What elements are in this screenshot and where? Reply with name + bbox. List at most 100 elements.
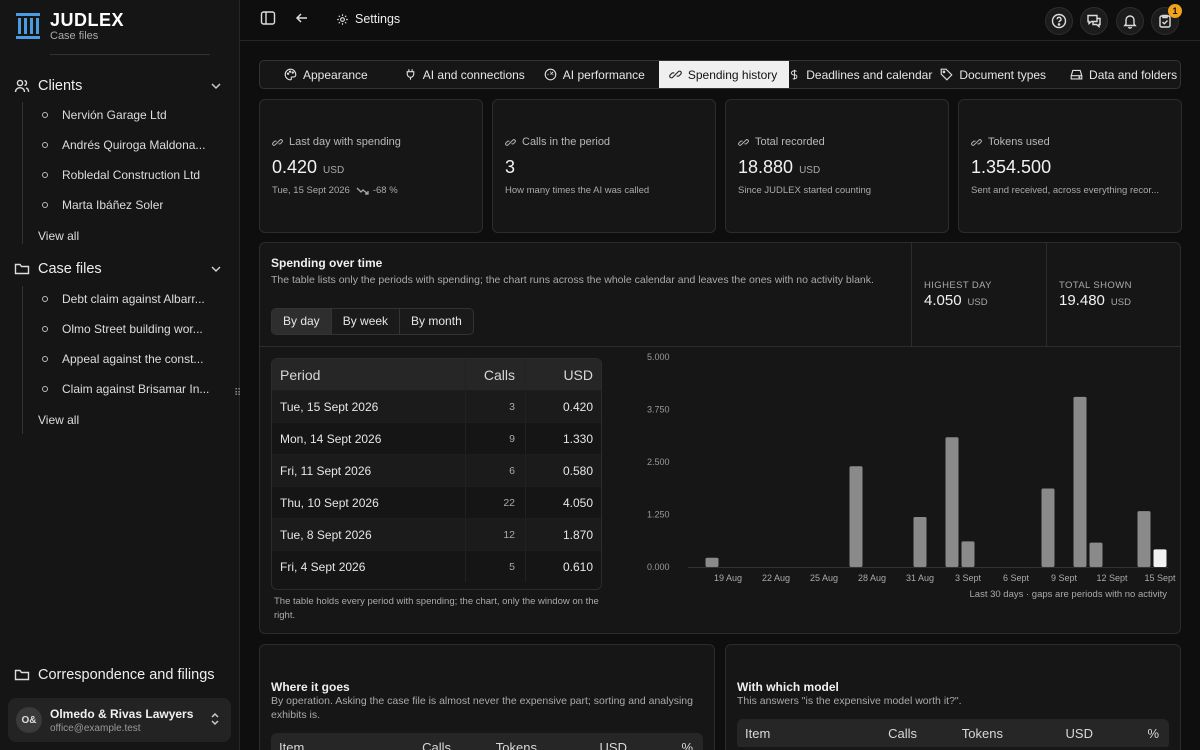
sidebar-section-correspondence[interactable]: Correspondence and filings [14,663,226,687]
column-header-usd[interactable]: USD [1065,725,1093,741]
by-week-button[interactable]: By week [332,309,401,334]
client-item[interactable]: Robledal Construction Ltd [38,164,228,186]
bell-icon [1123,15,1137,29]
tab-ai-performance[interactable]: AI performance [536,61,653,88]
table-row[interactable]: Fri, 11 Sept 2026 6 0.580 [272,454,601,486]
chart-bar[interactable] [913,517,927,567]
cell-calls: 12 [466,519,526,550]
chart-bar[interactable] [1073,396,1087,567]
x-tick-label: 22 Aug [762,573,790,583]
panel-title: Where it goes [271,680,350,694]
sidebar-section-label: Correspondence and filings [38,667,215,683]
table-row[interactable]: Thu, 10 Sept 2026 22 4.050 [272,486,601,518]
tag-icon [940,68,953,81]
logo[interactable]: JUDLEX Case files [14,10,124,42]
by-day-button[interactable]: By day [272,309,332,334]
column-header-tokens[interactable]: Tokens [961,725,1003,741]
table-row[interactable]: Fri, 4 Sept 2026 5 0.610 [272,550,601,582]
table-header: Period Calls USD [272,359,601,390]
stat-label: TOTAL SHOWN [1059,280,1132,291]
cell-period: Thu, 10 Sept 2026 [272,487,466,518]
chart-bar[interactable] [705,557,719,567]
client-item[interactable]: Andrés Quiroga Maldona... [38,134,228,156]
panel-title: Spending over time [271,256,383,270]
by-month-button[interactable]: By month [411,314,462,328]
sidebar-section-clients[interactable]: Clients [14,74,226,98]
case-file-item[interactable]: Appeal against the const... [38,348,228,370]
case-file-item[interactable]: Debt claim against Albarr... [38,288,228,310]
column-header-usd[interactable]: USD [599,739,627,750]
messages-button[interactable] [1080,7,1108,35]
y-tick-label: 3.750 [647,405,670,415]
tab-deadlines-calendar[interactable]: Deadlines and calendar [789,61,940,88]
tab-data-folders[interactable]: Data and folders [1062,61,1180,88]
coins-icon [669,70,682,79]
account-switcher[interactable]: O& Olmedo & Rivas Lawyers office@example… [8,698,231,742]
column-header-calls[interactable]: Calls [466,359,526,390]
case-file-item[interactable]: Olmo Street building wor... [38,318,228,340]
tasks-button[interactable]: 1 [1151,4,1182,35]
case-file-item[interactable]: Claim against Brisamar In... [38,378,228,400]
chart-bar[interactable] [945,437,959,567]
y-tick-label: 2.500 [647,457,670,467]
drive-icon [1070,69,1083,80]
column-header-period[interactable]: Period [272,359,466,390]
chart-bar[interactable] [961,541,975,567]
settings-tabs: Appearance AI and connections AI perform… [259,60,1181,89]
kpi-label: Last day with spending [289,136,401,148]
palette-icon [284,68,297,81]
case-files-view-all-link[interactable]: View all [38,413,80,427]
bullet-icon [42,202,48,208]
bullet-icon [42,142,48,148]
x-tick-label: 28 Aug [858,573,886,583]
x-tick-label: 25 Aug [810,573,838,583]
notifications-button[interactable] [1116,7,1144,35]
column-header-usd[interactable]: USD [563,366,593,383]
tab-ai-connections[interactable]: AI and connections [396,61,533,88]
cell-usd: 0.420 [562,399,593,414]
chart-bar[interactable] [1041,488,1055,567]
table-row[interactable]: Tue, 15 Sept 2026 3 0.420 [272,390,601,422]
chart-bar[interactable] [1089,542,1103,567]
column-header-calls[interactable]: Calls [888,725,917,741]
panel-title: With which model [737,680,839,694]
chart-bar[interactable] [1137,511,1151,567]
kpi-sub: How many times the AI was called [505,185,650,196]
tab-appearance[interactable]: Appearance [276,61,376,88]
tab-spending-history[interactable]: Spending history [658,61,790,88]
sidebar-resize-handle-icon[interactable]: ⠿ [234,388,241,399]
tab-document-types[interactable]: Document types [940,61,1054,88]
column-header-percent[interactable]: % [681,739,693,750]
cell-period: Tue, 8 Sept 2026 [272,519,466,550]
kpi-label: Calls in the period [522,136,611,148]
toggle-sidebar-button[interactable] [260,10,276,31]
courthouse-logo-icon [16,13,40,39]
column-header-item[interactable]: Item [745,725,771,741]
coins-icon [272,138,283,146]
spending-table: Period Calls USD Tue, 15 Sept 2026 3 0.420… [271,358,602,590]
client-item-label: Marta Ibáñez Soler [62,198,164,212]
help-button[interactable] [1045,7,1073,35]
table-row[interactable]: Tue, 8 Sept 2026 12 1.870 [272,518,601,550]
kpi-value: 1.354.500 [971,157,1052,177]
x-tick-label: 15 Sept [1144,573,1176,583]
account-email: office@example.test [50,722,141,734]
sidebar-section-case-files[interactable]: Case files [14,257,226,281]
column-header-tokens[interactable]: Tokens [495,739,537,750]
clients-view-all-link[interactable]: View all [38,229,80,243]
chart-bar[interactable] [849,466,863,567]
client-item[interactable]: Marta Ibáñez Soler [38,194,228,216]
client-item[interactable]: Nervión Garage Ltd [38,104,228,126]
case-file-item-label: Appeal against the const... [62,352,204,366]
back-button[interactable] [294,10,310,31]
plug-icon [406,69,415,80]
clipboard-check-icon [1159,14,1171,28]
chart-bar[interactable] [1153,549,1167,567]
with-which-model-panel: With which model This answers "is the ex… [725,644,1181,750]
column-header-calls[interactable]: Calls [422,739,451,750]
column-header-percent[interactable]: % [1147,725,1159,741]
table-row[interactable]: Mon, 14 Sept 2026 9 1.330 [272,422,601,454]
column-header-item[interactable]: Item [279,739,305,750]
spending-chart: 0.000 1.250 2.500 3.750 5.000 19 Aug 22 Aug 25 … [620,347,1180,607]
